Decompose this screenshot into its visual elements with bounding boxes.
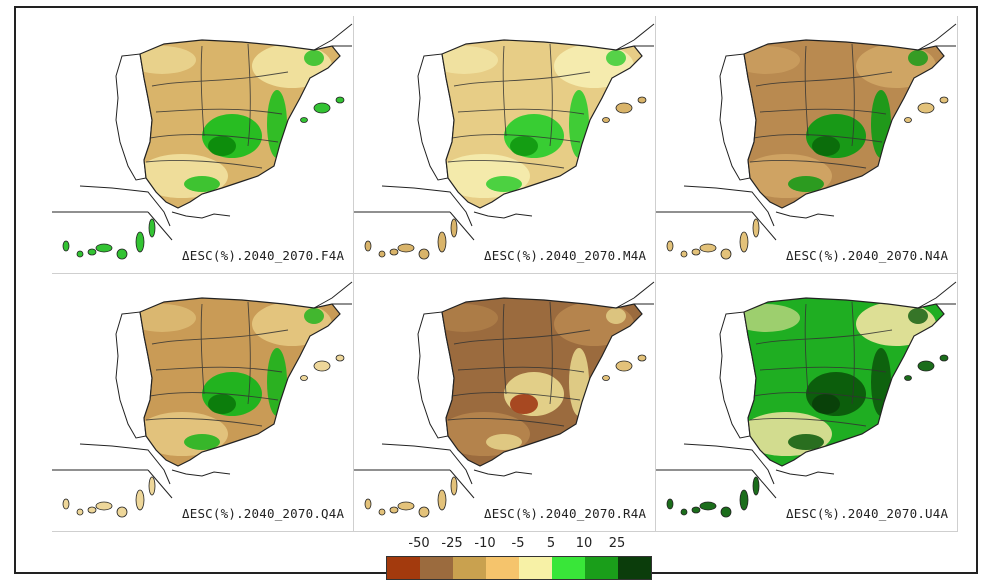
africa-coast: [381, 443, 533, 485]
canary-islands: [666, 218, 760, 260]
legend-tick-label: 25: [608, 536, 626, 551]
spain-outline: [743, 297, 945, 467]
canary-islands: [364, 476, 458, 518]
iberia-map: [354, 23, 655, 260]
canary-islands: [666, 476, 760, 518]
balearic-islands: [904, 354, 949, 381]
map-panel-u4a: ΔESC(%).2040_2070.U4A: [656, 274, 958, 532]
legend-color-bar: [386, 556, 652, 580]
france-border: [313, 281, 353, 309]
map-panel-f4a: ΔESC(%).2040_2070.F4A: [52, 16, 354, 274]
map-caption: ΔESC(%).2040_2070.F4A: [182, 248, 345, 263]
iberia-map: [52, 281, 353, 518]
balearic-islands: [904, 96, 949, 123]
spain-outline: [743, 39, 945, 209]
map-panel-n4a: ΔESC(%).2040_2070.N4A: [656, 16, 958, 274]
france-border: [313, 23, 353, 51]
legend-swatch: [618, 557, 651, 579]
legend-tick-label: 5: [546, 536, 556, 551]
france-border: [615, 281, 655, 309]
spain-outline: [139, 297, 341, 467]
africa-coast: [381, 185, 533, 227]
legend-swatch: [420, 557, 453, 579]
basin-borders: [749, 43, 893, 169]
runoff-change-patches: [442, 44, 634, 198]
legend-labels: -50 -25 -10 -5 5 10 25: [368, 536, 668, 554]
map-panel-r4a: ΔESC(%).2040_2070.R4A: [354, 274, 656, 532]
balearic-islands: [602, 354, 647, 381]
iberia-map: [656, 23, 957, 260]
balearic-islands: [602, 96, 647, 123]
france-border: [917, 281, 957, 309]
legend-swatch: [387, 557, 420, 579]
legend-tick-label: -50: [408, 536, 430, 551]
basin-borders: [145, 43, 289, 169]
basin-borders: [447, 43, 591, 169]
legend-tick-label: -5: [511, 536, 525, 551]
africa-coast: [79, 185, 231, 227]
legend-swatch: [519, 557, 552, 579]
legend-swatch: [453, 557, 486, 579]
map-caption: ΔESC(%).2040_2070.Q4A: [182, 506, 345, 521]
map-caption: ΔESC(%).2040_2070.N4A: [786, 248, 949, 263]
iberia-map: [52, 23, 353, 260]
figure-frame: ΔESC(%).2040_2070.F4A ΔESC(%).2040_2070.M…: [14, 6, 978, 580]
map-grid: ΔESC(%).2040_2070.F4A ΔESC(%).2040_2070.M…: [52, 16, 976, 532]
spain-outline: [441, 297, 643, 467]
color-legend: -50 -25 -10 -5 5 10 25: [368, 536, 668, 580]
africa-coast: [683, 185, 835, 227]
map-panel-m4a: ΔESC(%).2040_2070.M4A: [354, 16, 656, 274]
basin-borders: [447, 301, 591, 427]
legend-swatch: [486, 557, 519, 579]
map-caption: ΔESC(%).2040_2070.M4A: [484, 248, 647, 263]
france-border: [917, 23, 957, 51]
basin-borders: [749, 301, 893, 427]
legend-tick-label: 10: [575, 536, 593, 551]
map-caption: ΔESC(%).2040_2070.U4A: [786, 506, 949, 521]
spain-outline: [139, 39, 341, 209]
balearic-islands: [300, 354, 345, 381]
map-panel-q4a: ΔESC(%).2040_2070.Q4A: [52, 274, 354, 532]
legend-tick-label: -10: [474, 536, 496, 551]
legend-swatch: [552, 557, 585, 579]
legend-tick-label: -25: [441, 536, 463, 551]
iberia-map: [656, 281, 957, 518]
france-border: [615, 23, 655, 51]
balearic-islands: [300, 96, 345, 123]
canary-islands: [62, 218, 156, 260]
canary-islands: [364, 218, 458, 260]
africa-coast: [683, 443, 835, 485]
africa-coast: [79, 443, 231, 485]
legend-swatch: [585, 557, 618, 579]
basin-borders: [145, 301, 289, 427]
spain-outline: [441, 39, 643, 209]
canary-islands: [62, 476, 156, 518]
map-caption: ΔESC(%).2040_2070.R4A: [484, 506, 647, 521]
iberia-map: [354, 281, 655, 518]
